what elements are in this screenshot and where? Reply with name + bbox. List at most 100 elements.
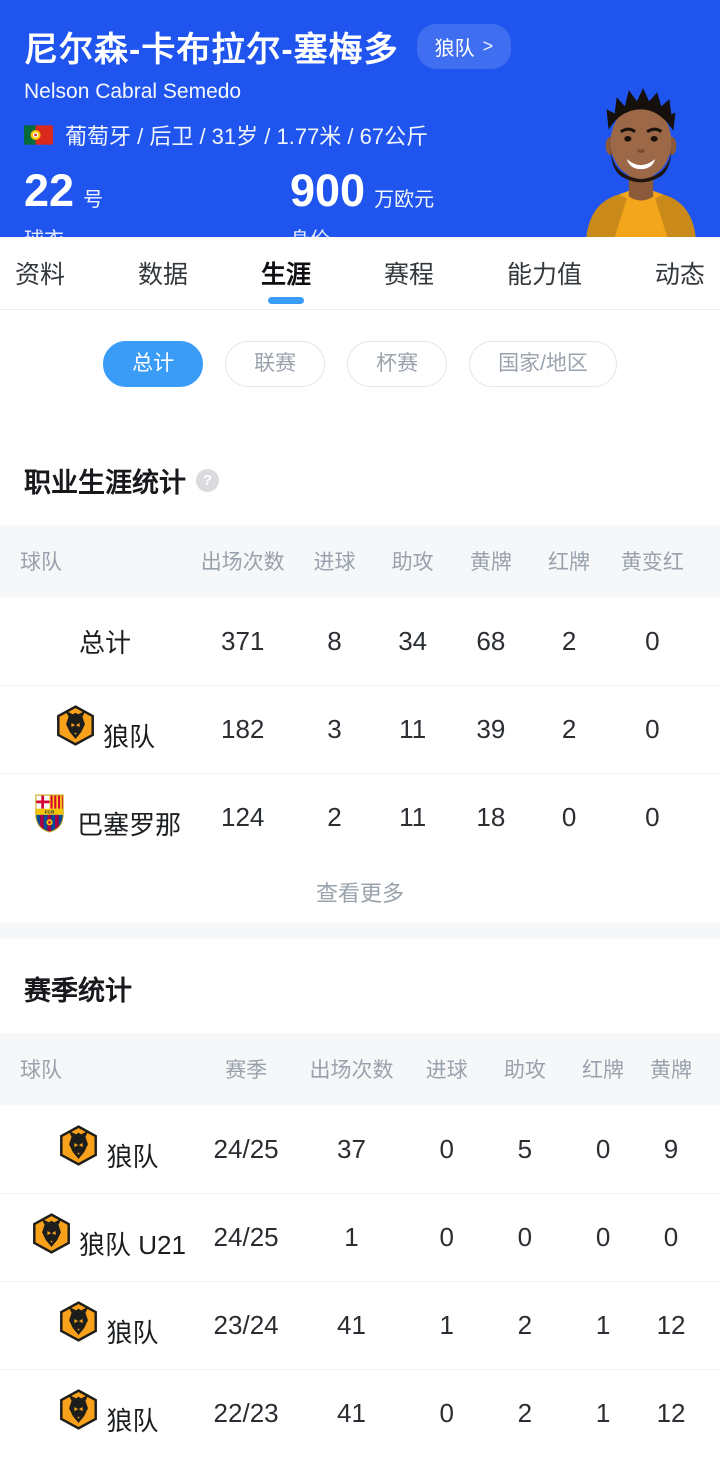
stat-assists: 2 [517, 1310, 533, 1340]
competition-filter-pills: 总计 联赛 杯赛 国家/地区 [0, 341, 720, 387]
column-header: 黄牌 [650, 1059, 693, 1082]
tab-career[interactable]: 生涯 [261, 237, 311, 309]
filter-cup[interactable]: 杯赛 [347, 341, 448, 387]
stat-assists: 11 [399, 714, 427, 744]
wolves-badge-icon [60, 1124, 98, 1166]
player-photo [586, 88, 696, 237]
column-header: 红牌 [582, 1059, 625, 1082]
jersey-unit: 号 [83, 189, 104, 211]
section-divider [0, 923, 720, 939]
jersey-label: 球衣 [24, 223, 290, 237]
market-value-stat: 900 万欧元 身价 [290, 165, 556, 237]
column-header: 球队 [20, 1059, 62, 1082]
help-icon[interactable]: ? [196, 469, 219, 492]
tab-data[interactable]: 数据 [138, 237, 188, 309]
stat-assists: 2 [517, 1398, 533, 1428]
stat-assists: 34 [398, 625, 428, 656]
stat-red-cards: 2 [561, 714, 577, 744]
stat-appearances: 41 [337, 1398, 366, 1428]
stat-assists: 5 [517, 1133, 533, 1164]
stat-appearances: 37 [337, 1133, 366, 1164]
barcelona-badge-icon [29, 793, 70, 834]
stat-goals: 1 [439, 1310, 454, 1340]
tab-ability[interactable]: 能力值 [507, 237, 582, 309]
wolves-badge-icon [32, 1213, 70, 1254]
player-name-en: Nelson Cabral Semedo [24, 80, 242, 103]
season-row[interactable]: 狼队 22/23 41 0 2 1 12 [0, 1369, 720, 1457]
wolves-badge-icon [60, 1301, 98, 1342]
tab-label: 生涯 [260, 261, 311, 289]
stat-goals: 3 [327, 714, 342, 744]
tab-schedule[interactable]: 赛程 [384, 237, 434, 309]
season-row[interactable]: 狼队 U21 24/25 1 0 0 0 0 [0, 1193, 720, 1281]
career-section-title: 职业生涯统计 [24, 468, 186, 498]
stat-goals: 0 [439, 1222, 454, 1252]
wolves-badge-icon [56, 705, 94, 746]
tab-label: 赛程 [383, 261, 434, 289]
stat-goals: 0 [439, 1133, 454, 1164]
tab-info[interactable]: 资料 [15, 237, 65, 309]
jersey-stat: 22 号 球衣 [24, 165, 290, 237]
tab-news[interactable]: 动态 [655, 237, 705, 309]
wolves-badge-icon [60, 1389, 98, 1430]
filter-league[interactable]: 联赛 [225, 341, 326, 387]
stat-goals: 0 [439, 1398, 454, 1428]
career-row-barcelona[interactable]: 巴塞罗那 124 2 11 18 0 0 [0, 773, 720, 861]
team-name: 巴塞罗那 [77, 810, 182, 840]
team-name: 总计 [78, 627, 131, 658]
stat-red-cards: 0 [595, 1222, 611, 1252]
team-name: 狼队 [106, 1406, 159, 1436]
stat-red-cards: 1 [595, 1310, 611, 1340]
market-value-unit: 万欧元 [374, 189, 435, 211]
team-name: 狼队 [106, 1318, 159, 1348]
market-value-label: 身价 [290, 223, 556, 237]
stat-yellow-cards: 68 [476, 625, 506, 656]
chevron-right-icon: > [482, 36, 494, 56]
market-value-number: 900 [290, 165, 366, 216]
team-name: 狼队 [106, 1141, 159, 1172]
team-name: 狼队 [103, 722, 156, 752]
team-link-pill[interactable]: 狼队 > [416, 24, 512, 69]
stat-red-cards: 0 [561, 802, 577, 832]
stat-season: 24/25 [213, 1222, 279, 1252]
season-row[interactable]: 狼队 23/24 41 1 2 1 12 [0, 1281, 720, 1369]
column-header: 进球 [313, 551, 356, 574]
career-row-wolves[interactable]: 狼队 182 3 11 39 2 0 [0, 685, 720, 773]
career-row-total[interactable]: 总计 371 8 34 68 2 0 [0, 597, 720, 685]
filter-national[interactable]: 国家/地区 [469, 341, 617, 387]
stat-second-yellows: 0 [645, 802, 660, 832]
profile-tabbar: 资料 数据 生涯 赛程 能力值 动态 [0, 237, 720, 310]
stat-assists: 11 [399, 802, 427, 832]
column-header: 助攻 [391, 551, 434, 574]
column-header: 助攻 [503, 1059, 546, 1082]
column-header: 进球 [425, 1059, 468, 1082]
player-name-cn: 尼尔森-卡布拉尔-塞梅多 [24, 31, 399, 69]
stat-yellow-cards: 39 [476, 714, 506, 744]
stat-season: 24/25 [213, 1133, 279, 1164]
player-info-line: 葡萄牙 / 后卫 / 31岁 / 1.77米 / 67公斤 [65, 124, 429, 149]
column-header: 黄牌 [469, 551, 512, 574]
active-tab-indicator [267, 297, 304, 304]
stat-second-yellows: 0 [645, 714, 660, 744]
tab-label: 能力值 [506, 261, 582, 289]
stat-yellow-cards: 0 [663, 1222, 679, 1252]
view-more-button[interactable]: 查看更多 [315, 881, 404, 906]
stat-red-cards: 0 [595, 1133, 611, 1164]
season-table-header: 球队 赛季 出场次数 进球 助攻 红牌 黄牌 [0, 1033, 720, 1105]
player-header: 尼尔森-卡布拉尔-塞梅多 狼队 > Nelson Cabral Semedo 葡… [0, 0, 720, 237]
filter-total[interactable]: 总计 [103, 341, 204, 387]
stat-season: 23/24 [213, 1310, 279, 1340]
stat-goals: 8 [327, 625, 342, 656]
stat-yellow-cards: 12 [656, 1310, 686, 1340]
stat-assists: 0 [517, 1222, 533, 1252]
column-header: 出场次数 [309, 1059, 394, 1082]
season-row[interactable]: 狼队 24/25 37 0 5 0 9 [0, 1105, 720, 1193]
stat-goals: 2 [327, 802, 342, 832]
stat-yellow-cards: 18 [476, 802, 506, 832]
tab-label: 数据 [137, 261, 188, 289]
column-header: 球队 [20, 551, 62, 574]
stat-season: 22/23 [213, 1398, 279, 1428]
tab-label: 资料 [15, 261, 66, 289]
column-header: 黄变红 [620, 551, 684, 574]
stat-yellow-cards: 12 [656, 1398, 686, 1428]
